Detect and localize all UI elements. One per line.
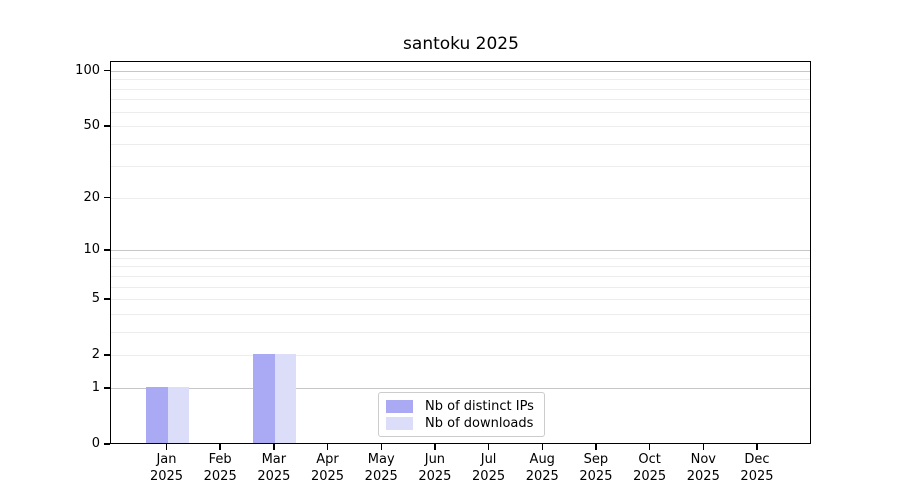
- gridline-minor: [111, 143, 810, 145]
- x-tick-mark: [756, 444, 758, 450]
- gridline-minor: [111, 197, 810, 199]
- legend-swatch-distinct-ips: [386, 400, 413, 413]
- x-tick-mark: [648, 444, 651, 450]
- x-tick-mark: [219, 444, 221, 450]
- gridline-minor: [111, 275, 810, 277]
- bar-nb-of-downloads-jan-2025: [167, 386, 189, 443]
- y-tick-mark: [104, 298, 110, 300]
- y-tick-label: 10: [83, 242, 100, 258]
- x-tick-label: Jan 2025: [149, 452, 184, 484]
- legend: Nb of distinct IPs Nb of downloads: [378, 392, 545, 437]
- gridline-minor: [111, 257, 810, 259]
- bar-nb-of-distinct-ips-jan-2025: [146, 386, 168, 443]
- gridline-minor: [111, 266, 810, 268]
- legend-item-downloads: Nb of downloads: [386, 416, 535, 431]
- legend-label-distinct-ips: Nb of distinct IPs: [425, 399, 534, 414]
- y-tick-label: 5: [91, 291, 100, 307]
- y-tick-mark: [104, 70, 110, 72]
- x-tick-label: Jun 2025: [418, 452, 452, 484]
- gridline-minor: [111, 313, 810, 315]
- legend-label-downloads: Nb of downloads: [425, 416, 534, 431]
- y-tick-mark: [104, 197, 110, 199]
- y-tick-mark: [104, 443, 110, 445]
- gridline-minor: [111, 126, 810, 128]
- gridline-major: [111, 387, 810, 389]
- x-tick-label: May 2025: [364, 452, 398, 484]
- gridline-minor: [111, 99, 810, 101]
- x-tick-label: Aug 2025: [525, 452, 559, 484]
- y-tick-label: 50: [83, 118, 100, 134]
- gridline-minor: [111, 166, 810, 168]
- chart-title: santoku 2025: [403, 34, 519, 54]
- y-tick-label: 1: [91, 379, 100, 395]
- gridline-minor: [111, 79, 810, 81]
- y-tick-label: 0: [91, 436, 100, 451]
- x-tick-label: Mar 2025: [257, 452, 291, 484]
- x-tick-mark: [326, 444, 329, 450]
- x-tick-label: Dec 2025: [740, 452, 774, 484]
- gridline-minor: [111, 286, 810, 288]
- x-tick-mark: [541, 444, 543, 450]
- x-tick-label: Feb 2025: [203, 452, 237, 484]
- x-tick-mark: [165, 444, 168, 450]
- x-tick-mark: [595, 444, 597, 450]
- y-tick-mark: [104, 387, 110, 389]
- legend-item-distinct-ips: Nb of distinct IPs: [386, 399, 535, 414]
- gridline-major: [111, 250, 810, 252]
- gridline-minor: [111, 111, 810, 113]
- gridline-minor: [111, 299, 810, 301]
- y-tick-label: 20: [83, 189, 100, 205]
- x-tick-label: Apr 2025: [310, 452, 345, 484]
- x-tick-mark: [487, 444, 490, 450]
- x-tick-mark: [434, 444, 436, 450]
- plot-area: [110, 61, 811, 444]
- y-tick-mark: [104, 125, 110, 127]
- y-tick-label: 100: [75, 62, 100, 78]
- gridline-major: [111, 70, 810, 72]
- y-tick-mark: [104, 354, 110, 356]
- x-tick-mark: [702, 444, 704, 450]
- bar-nb-of-downloads-mar-2025: [274, 354, 297, 443]
- y-tick-label: 2: [91, 347, 100, 363]
- x-tick-label: Jul 2025: [472, 452, 506, 484]
- y-tick-mark: [104, 249, 110, 251]
- x-tick-label: Nov 2025: [686, 452, 720, 484]
- gridline-minor: [111, 88, 810, 90]
- gridline-minor: [111, 331, 810, 333]
- x-tick-label: Oct 2025: [633, 452, 667, 484]
- x-tick-mark: [380, 444, 382, 450]
- x-tick-mark: [273, 444, 275, 450]
- gridline-minor: [111, 355, 810, 357]
- x-tick-label: Sep 2025: [579, 452, 613, 484]
- legend-swatch-downloads: [386, 417, 413, 430]
- bar-nb-of-distinct-ips-mar-2025: [253, 354, 275, 443]
